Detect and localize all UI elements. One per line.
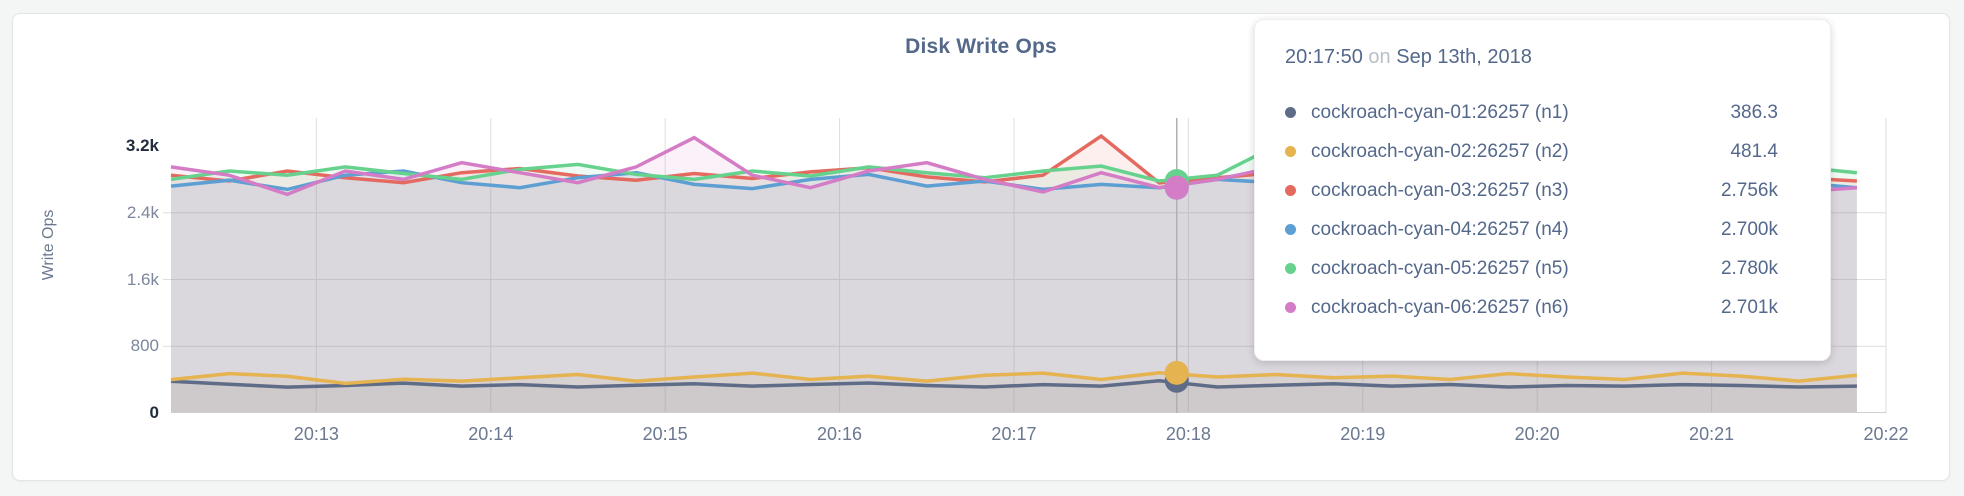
- x-tick-label: 20:18: [1165, 424, 1211, 444]
- x-tick-label: 20:21: [1689, 424, 1735, 444]
- series-name: cockroach-cyan-01:26257 (n1): [1311, 101, 1569, 123]
- series-color-dot-n4: [1285, 224, 1296, 235]
- x-tick-label: 20:20: [1514, 424, 1560, 444]
- tooltip-date: Sep 13th, 2018: [1396, 46, 1532, 68]
- y-tick-label: 800: [130, 336, 159, 356]
- hover-dot-n2: [1164, 360, 1189, 385]
- series-color-dot-n5: [1285, 263, 1296, 274]
- series-area-n2: [171, 372, 1857, 413]
- series-name: cockroach-cyan-03:26257 (n3): [1311, 179, 1569, 201]
- series-name: cockroach-cyan-06:26257 (n6): [1311, 296, 1569, 318]
- series-color-dot-n3: [1285, 185, 1296, 196]
- tooltip-time: 20:17:50: [1285, 46, 1363, 68]
- x-tick-label: 20:17: [991, 424, 1037, 444]
- chart-card: Disk Write Ops Write Ops 0 800 1.6k 2.4k 3.2…: [12, 13, 1950, 481]
- tooltip-timestamp: 20:17:50 on Sep 13th, 2018: [1285, 38, 1778, 76]
- y-axis-label: Write Ops: [40, 209, 57, 281]
- series-color-dot-n6: [1285, 302, 1296, 313]
- series-line-n2: [170, 371, 1858, 386]
- x-tick-label: 20:22: [1863, 424, 1909, 444]
- tooltip-series-row: cockroach-cyan-01:26257 (n1) 386.3: [1285, 93, 1778, 132]
- hover-dot-n6: [1164, 175, 1189, 200]
- tooltip-series-list: cockroach-cyan-01:26257 (n1) 386.3 cockroa…: [1285, 93, 1778, 327]
- x-tick-label: 20:16: [817, 424, 863, 444]
- series-area-n1: [171, 380, 1857, 413]
- series-value: 481.4: [1730, 140, 1778, 162]
- x-tick-label: 20:15: [642, 424, 688, 444]
- tooltip-series-row: cockroach-cyan-04:26257 (n4) 2.700k: [1285, 210, 1778, 249]
- series-name: cockroach-cyan-04:26257 (n4): [1311, 218, 1569, 240]
- series-name: cockroach-cyan-05:26257 (n5): [1311, 257, 1569, 279]
- tooltip-series-row: cockroach-cyan-06:26257 (n6) 2.701k: [1285, 288, 1778, 327]
- series-value: 386.3: [1730, 101, 1778, 123]
- series-color-dot-n2: [1285, 146, 1296, 157]
- tooltip-series-row: cockroach-cyan-05:26257 (n5) 2.780k: [1285, 249, 1778, 288]
- series-value: 2.701k: [1720, 296, 1778, 318]
- y-tick-label: 1.6k: [126, 269, 159, 289]
- y-tick-label: 3.2k: [125, 136, 159, 155]
- x-tick-label: 20:13: [293, 424, 339, 444]
- hover-tooltip: 20:17:50 on Sep 13th, 2018 cockroach-cya…: [1254, 19, 1831, 361]
- chart-title: Disk Write Ops: [905, 35, 1057, 58]
- series-value: 2.756k: [1720, 179, 1778, 201]
- series-line-n1: [170, 379, 1857, 389]
- tooltip-series-row: cockroach-cyan-02:26257 (n2) 481.4: [1285, 132, 1778, 171]
- series-value: 2.700k: [1720, 218, 1778, 240]
- x-tick-label: 20:19: [1340, 424, 1386, 444]
- tooltip-conjunction: on: [1368, 46, 1391, 68]
- series-name: cockroach-cyan-02:26257 (n2): [1311, 140, 1569, 162]
- y-tick-label: 2.4k: [126, 202, 159, 222]
- y-tick-label: 0: [149, 403, 159, 422]
- series-value: 2.780k: [1720, 257, 1778, 279]
- series-color-dot-n1: [1285, 107, 1296, 118]
- tooltip-series-row: cockroach-cyan-03:26257 (n3) 2.756k: [1285, 171, 1778, 210]
- x-tick-label: 20:14: [468, 424, 514, 444]
